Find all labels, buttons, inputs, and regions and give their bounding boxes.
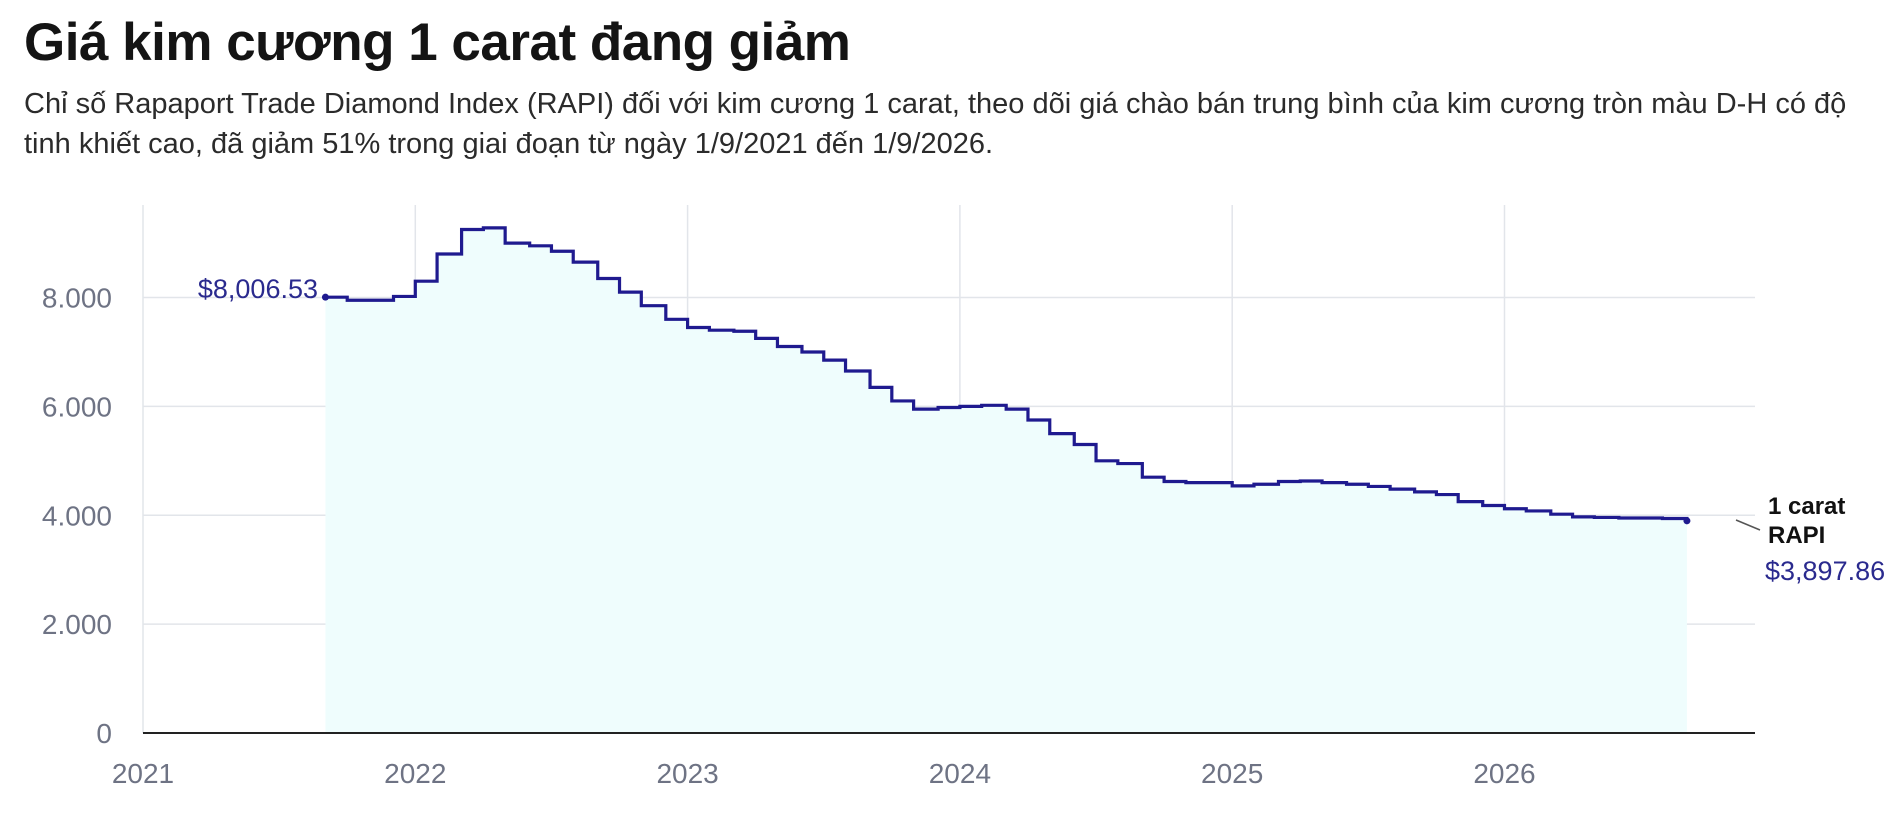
data-point bbox=[1683, 517, 1691, 525]
data-point bbox=[1141, 475, 1144, 479]
data-point bbox=[528, 244, 531, 248]
data-point bbox=[1617, 516, 1621, 520]
data-point bbox=[1048, 432, 1051, 435]
data-point bbox=[1299, 479, 1302, 483]
data-point bbox=[1413, 490, 1416, 494]
data-point bbox=[414, 280, 417, 283]
data-point bbox=[980, 404, 983, 407]
data-point bbox=[1004, 407, 1008, 411]
series-label-line2: RAPI bbox=[1768, 522, 1825, 549]
data-point bbox=[435, 252, 439, 256]
data-point bbox=[1026, 418, 1030, 422]
x-tick-label: 2025 bbox=[1201, 758, 1263, 789]
data-point bbox=[686, 326, 689, 329]
x-tick-label: 2026 bbox=[1473, 758, 1535, 789]
data-point bbox=[1593, 516, 1596, 519]
data-point bbox=[503, 241, 507, 245]
data-point bbox=[868, 386, 872, 389]
data-point bbox=[1230, 484, 1234, 488]
data-point bbox=[754, 337, 757, 340]
annotations: $8,006.53 1 carat RAPI $3,897.86 bbox=[198, 274, 1885, 586]
y-tick-label: 2.000 bbox=[42, 609, 112, 640]
data-point bbox=[596, 277, 599, 280]
data-point bbox=[890, 399, 894, 403]
data-point bbox=[844, 369, 847, 373]
data-point bbox=[1388, 487, 1392, 491]
data-point bbox=[664, 318, 668, 321]
x-tick-label: 2021 bbox=[112, 758, 174, 789]
y-tick-label: 0 bbox=[96, 718, 112, 749]
data-point bbox=[1094, 459, 1098, 463]
data-point bbox=[1209, 481, 1212, 484]
data-point bbox=[482, 226, 485, 230]
data-point bbox=[1525, 509, 1528, 513]
data-point bbox=[936, 406, 940, 409]
data-point bbox=[1345, 483, 1348, 486]
data-point bbox=[1503, 507, 1506, 510]
x-tick-label: 2023 bbox=[656, 758, 718, 789]
x-tick-label: 2022 bbox=[384, 758, 446, 789]
x-tick-label: 2024 bbox=[929, 758, 991, 789]
data-point bbox=[550, 250, 553, 253]
data-point bbox=[1571, 515, 1574, 519]
series-line bbox=[325, 226, 1689, 521]
data-point bbox=[321, 293, 329, 301]
series-label-line1: 1 carat bbox=[1768, 493, 1845, 520]
data-point bbox=[1184, 481, 1188, 484]
data-point bbox=[640, 304, 643, 307]
data-point bbox=[708, 328, 711, 332]
data-point bbox=[1639, 516, 1642, 520]
data-point bbox=[1162, 480, 1166, 483]
data-point bbox=[912, 407, 915, 411]
start-value-label: $8,006.53 bbox=[198, 274, 318, 304]
axes: 0 2.000 4.000 6.000 8.000 2021 2022 2023 2024 202… bbox=[42, 283, 1755, 789]
series-label-leader bbox=[1735, 519, 1761, 531]
data-point bbox=[1277, 480, 1280, 483]
y-tick-label: 8.000 bbox=[42, 283, 112, 314]
data-point bbox=[1456, 500, 1460, 503]
data-point bbox=[800, 350, 804, 354]
data-point bbox=[1549, 512, 1552, 516]
data-point bbox=[958, 405, 962, 408]
data-point bbox=[346, 299, 349, 302]
data-point bbox=[392, 295, 395, 298]
y-tick-label: 4.000 bbox=[42, 500, 112, 531]
data-point bbox=[1073, 443, 1076, 446]
data-point bbox=[1116, 462, 1120, 465]
data-point bbox=[460, 228, 463, 231]
plot-area bbox=[321, 226, 1691, 733]
series-area-fill bbox=[325, 227, 1687, 733]
data-point bbox=[1661, 517, 1664, 520]
data-point bbox=[732, 330, 736, 333]
chart-subtitle: Chỉ số Rapaport Trade Diamond Index (RAP… bbox=[24, 88, 1847, 160]
data-point bbox=[367, 299, 371, 302]
data-point bbox=[618, 290, 621, 294]
data-point bbox=[1367, 485, 1370, 488]
data-point bbox=[1252, 483, 1256, 486]
data-point bbox=[572, 260, 575, 264]
data-point bbox=[1435, 493, 1438, 496]
y-tick-label: 6.000 bbox=[42, 391, 112, 422]
data-point bbox=[776, 345, 779, 348]
data-point bbox=[1320, 481, 1324, 484]
data-point bbox=[822, 358, 825, 362]
end-value-label: $3,897.86 bbox=[1765, 556, 1885, 586]
data-point bbox=[1481, 504, 1484, 507]
chart-title: Giá kim cương 1 carat đang giảm bbox=[24, 13, 851, 72]
